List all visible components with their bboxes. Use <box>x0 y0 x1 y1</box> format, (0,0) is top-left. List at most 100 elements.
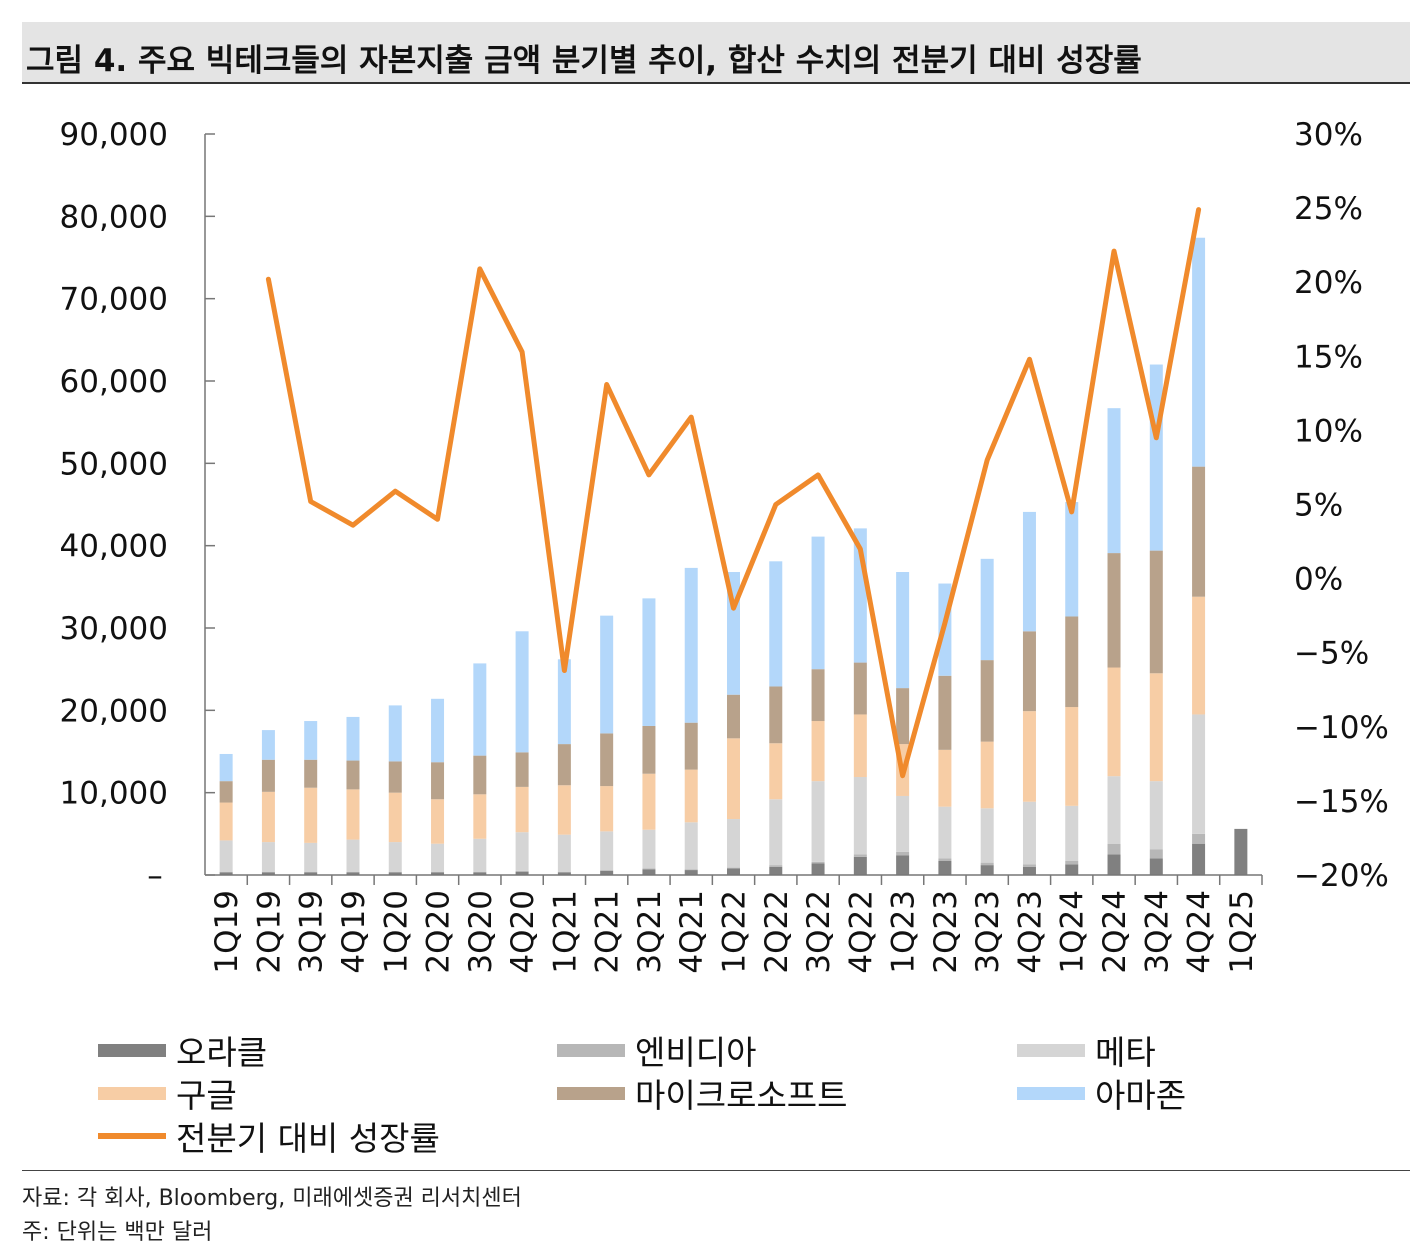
y-tick-label: 40,000 <box>60 529 168 565</box>
bar-segment-오라클 <box>557 872 571 875</box>
legend-label-amazon: 아마존 <box>1095 1076 1187 1115</box>
y-tick-label: 10,000 <box>60 776 168 812</box>
x-tick-label: 4Q22 <box>843 890 879 974</box>
legend: 오라클 엔비디아 메타 구글 마이크로소프트 아마존 전분기 대비 성장률 <box>0 1020 1422 1160</box>
legend-label-meta: 메타 <box>1095 1033 1156 1072</box>
bar-segment-마이크로소프트 <box>1065 616 1079 708</box>
bar-segment-오라클 <box>219 872 233 875</box>
bar-segment-메타 <box>938 806 952 859</box>
bar-segment-오라클 <box>811 863 825 875</box>
bar-segment-메타 <box>896 795 910 852</box>
bar-segment-메타 <box>1192 714 1206 834</box>
y-tick-label: 60,000 <box>60 364 168 400</box>
x-tick-label: 1Q21 <box>547 890 583 974</box>
bar-segment-마이크로소프트 <box>557 744 571 786</box>
bar-segment-마이크로소프트 <box>600 733 614 787</box>
bar-segment-엔비디아 <box>1065 861 1079 865</box>
bar-segment-아마존 <box>1065 502 1079 617</box>
bar-segment-마이크로소프트 <box>727 694 740 739</box>
bar-segment-엔비디아 <box>1022 864 1036 867</box>
x-tick-label: 2Q19 <box>251 890 287 974</box>
chart-title: 그림 4. 주요 빅테크들의 자본지출 금액 분기별 추이, 합산 수치의 전분… <box>26 43 1142 79</box>
bar-segment-엔비디아 <box>727 867 740 869</box>
bar-segment-아마존 <box>473 663 487 756</box>
bar-segment-오라클 <box>1149 858 1163 875</box>
bar-segment-오라클 <box>684 870 698 875</box>
legend-item-google: 구글 <box>98 1069 237 1117</box>
bar-segment-엔비디아 <box>938 858 952 862</box>
legend-label-google: 구글 <box>176 1076 237 1115</box>
bar-segment-구글 <box>1149 673 1163 782</box>
legend-label-nvidia: 엔비디아 <box>635 1033 757 1072</box>
legend-item-meta: 메타 <box>1017 1026 1156 1074</box>
x-tick-label: 4Q24 <box>1182 890 1218 974</box>
x-tick-label: 1Q22 <box>717 890 753 974</box>
bar-segment-구글 <box>1022 711 1036 802</box>
bar-segment-오라클 <box>1065 864 1079 875</box>
legend-swatch-growth <box>98 1133 166 1139</box>
legend-swatch-meta <box>1017 1043 1085 1057</box>
legend-label-oracle: 오라클 <box>176 1033 268 1072</box>
bar-segment-마이크로소프트 <box>304 759 318 788</box>
bar-segment-메타 <box>557 834 571 872</box>
bar-segment-아마존 <box>304 721 318 760</box>
bar-segment-구글 <box>473 794 487 839</box>
y-axis-right: −20% −15% −10% −5% 0% 5% 10% 15% 20% 25% 30% <box>1294 117 1389 894</box>
y-tick-label: 90,000 <box>60 117 168 153</box>
bar-segment-엔비디아 <box>1149 849 1163 859</box>
bar-segment-구글 <box>727 738 740 820</box>
legend-label-growth: 전분기 대비 성장률 <box>176 1119 440 1158</box>
bar-segment-구글 <box>388 792 402 843</box>
bar-segment-마이크로소프트 <box>769 686 783 744</box>
legend-item-amazon: 아마존 <box>1017 1069 1186 1117</box>
bar-segment-오라클 <box>727 868 740 875</box>
y2-tick-label: −15% <box>1294 784 1389 820</box>
bar-segment-메타 <box>1022 801 1036 865</box>
bar-segment-구글 <box>600 786 614 832</box>
bar-segment-엔비디아 <box>1107 843 1121 855</box>
bar-segment-메타 <box>304 842 318 872</box>
legend-item-oracle: 오라클 <box>98 1026 267 1074</box>
bar-segment-메타 <box>219 840 233 872</box>
bar-segment-오라클 <box>938 861 952 875</box>
legend-label-microsoft: 마이크로소프트 <box>635 1076 848 1115</box>
y2-tick-label: −10% <box>1294 710 1389 746</box>
x-tick-label: 4Q23 <box>1012 890 1048 974</box>
bar-segment-구글 <box>769 743 783 800</box>
bar-series <box>219 237 1248 875</box>
bar-segment-마이크로소프트 <box>1149 550 1163 674</box>
bar-segment-마이크로소프트 <box>515 752 529 787</box>
bar-segment-아마존 <box>1107 408 1121 554</box>
growth-line <box>265 207 1202 779</box>
bar-segment-구글 <box>811 721 825 782</box>
bar-segment-엔비디아 <box>557 871 571 873</box>
bar-segment-마이크로소프트 <box>346 760 360 790</box>
bar-segment-메타 <box>811 781 825 862</box>
y2-tick-label: −20% <box>1294 858 1389 894</box>
x-tick-label: 3Q21 <box>632 890 668 974</box>
chart-canvas: – 10,000 20,000 30,000 40,000 50,000 60,000 70,… <box>60 117 1389 974</box>
x-tick-label: 3Q20 <box>463 890 499 974</box>
y2-tick-label: 20% <box>1294 265 1363 301</box>
legend-swatch-google <box>98 1086 166 1100</box>
legend-item-microsoft: 마이크로소프트 <box>557 1069 848 1117</box>
bar-segment-메타 <box>1149 781 1163 850</box>
bar-segment-구글 <box>219 802 233 841</box>
bar-segment-아마존 <box>769 561 783 687</box>
title-bar: 그림 4. 주요 빅테크들의 자본지출 금액 분기별 추이, 합산 수치의 전분… <box>22 22 1410 84</box>
bar-segment-오라클 <box>980 865 994 875</box>
legend-swatch-oracle <box>98 1043 166 1057</box>
y2-tick-label: 30% <box>1294 117 1363 153</box>
x-tick-label: 1Q24 <box>1055 890 1091 974</box>
y-tick-label: 20,000 <box>60 693 168 729</box>
bar-segment-엔비디아 <box>811 861 825 864</box>
bar-segment-구글 <box>1065 707 1079 806</box>
x-tick-label: 4Q19 <box>336 890 372 974</box>
bar-segment-오라클 <box>431 872 445 875</box>
bar-segment-오라클 <box>304 872 318 875</box>
bar-segment-엔비디아 <box>346 871 360 873</box>
bar-segment-구글 <box>684 769 698 823</box>
footer-divider <box>22 1170 1410 1171</box>
bar-segment-오라클 <box>473 872 487 875</box>
bar-segment-메타 <box>515 832 529 871</box>
